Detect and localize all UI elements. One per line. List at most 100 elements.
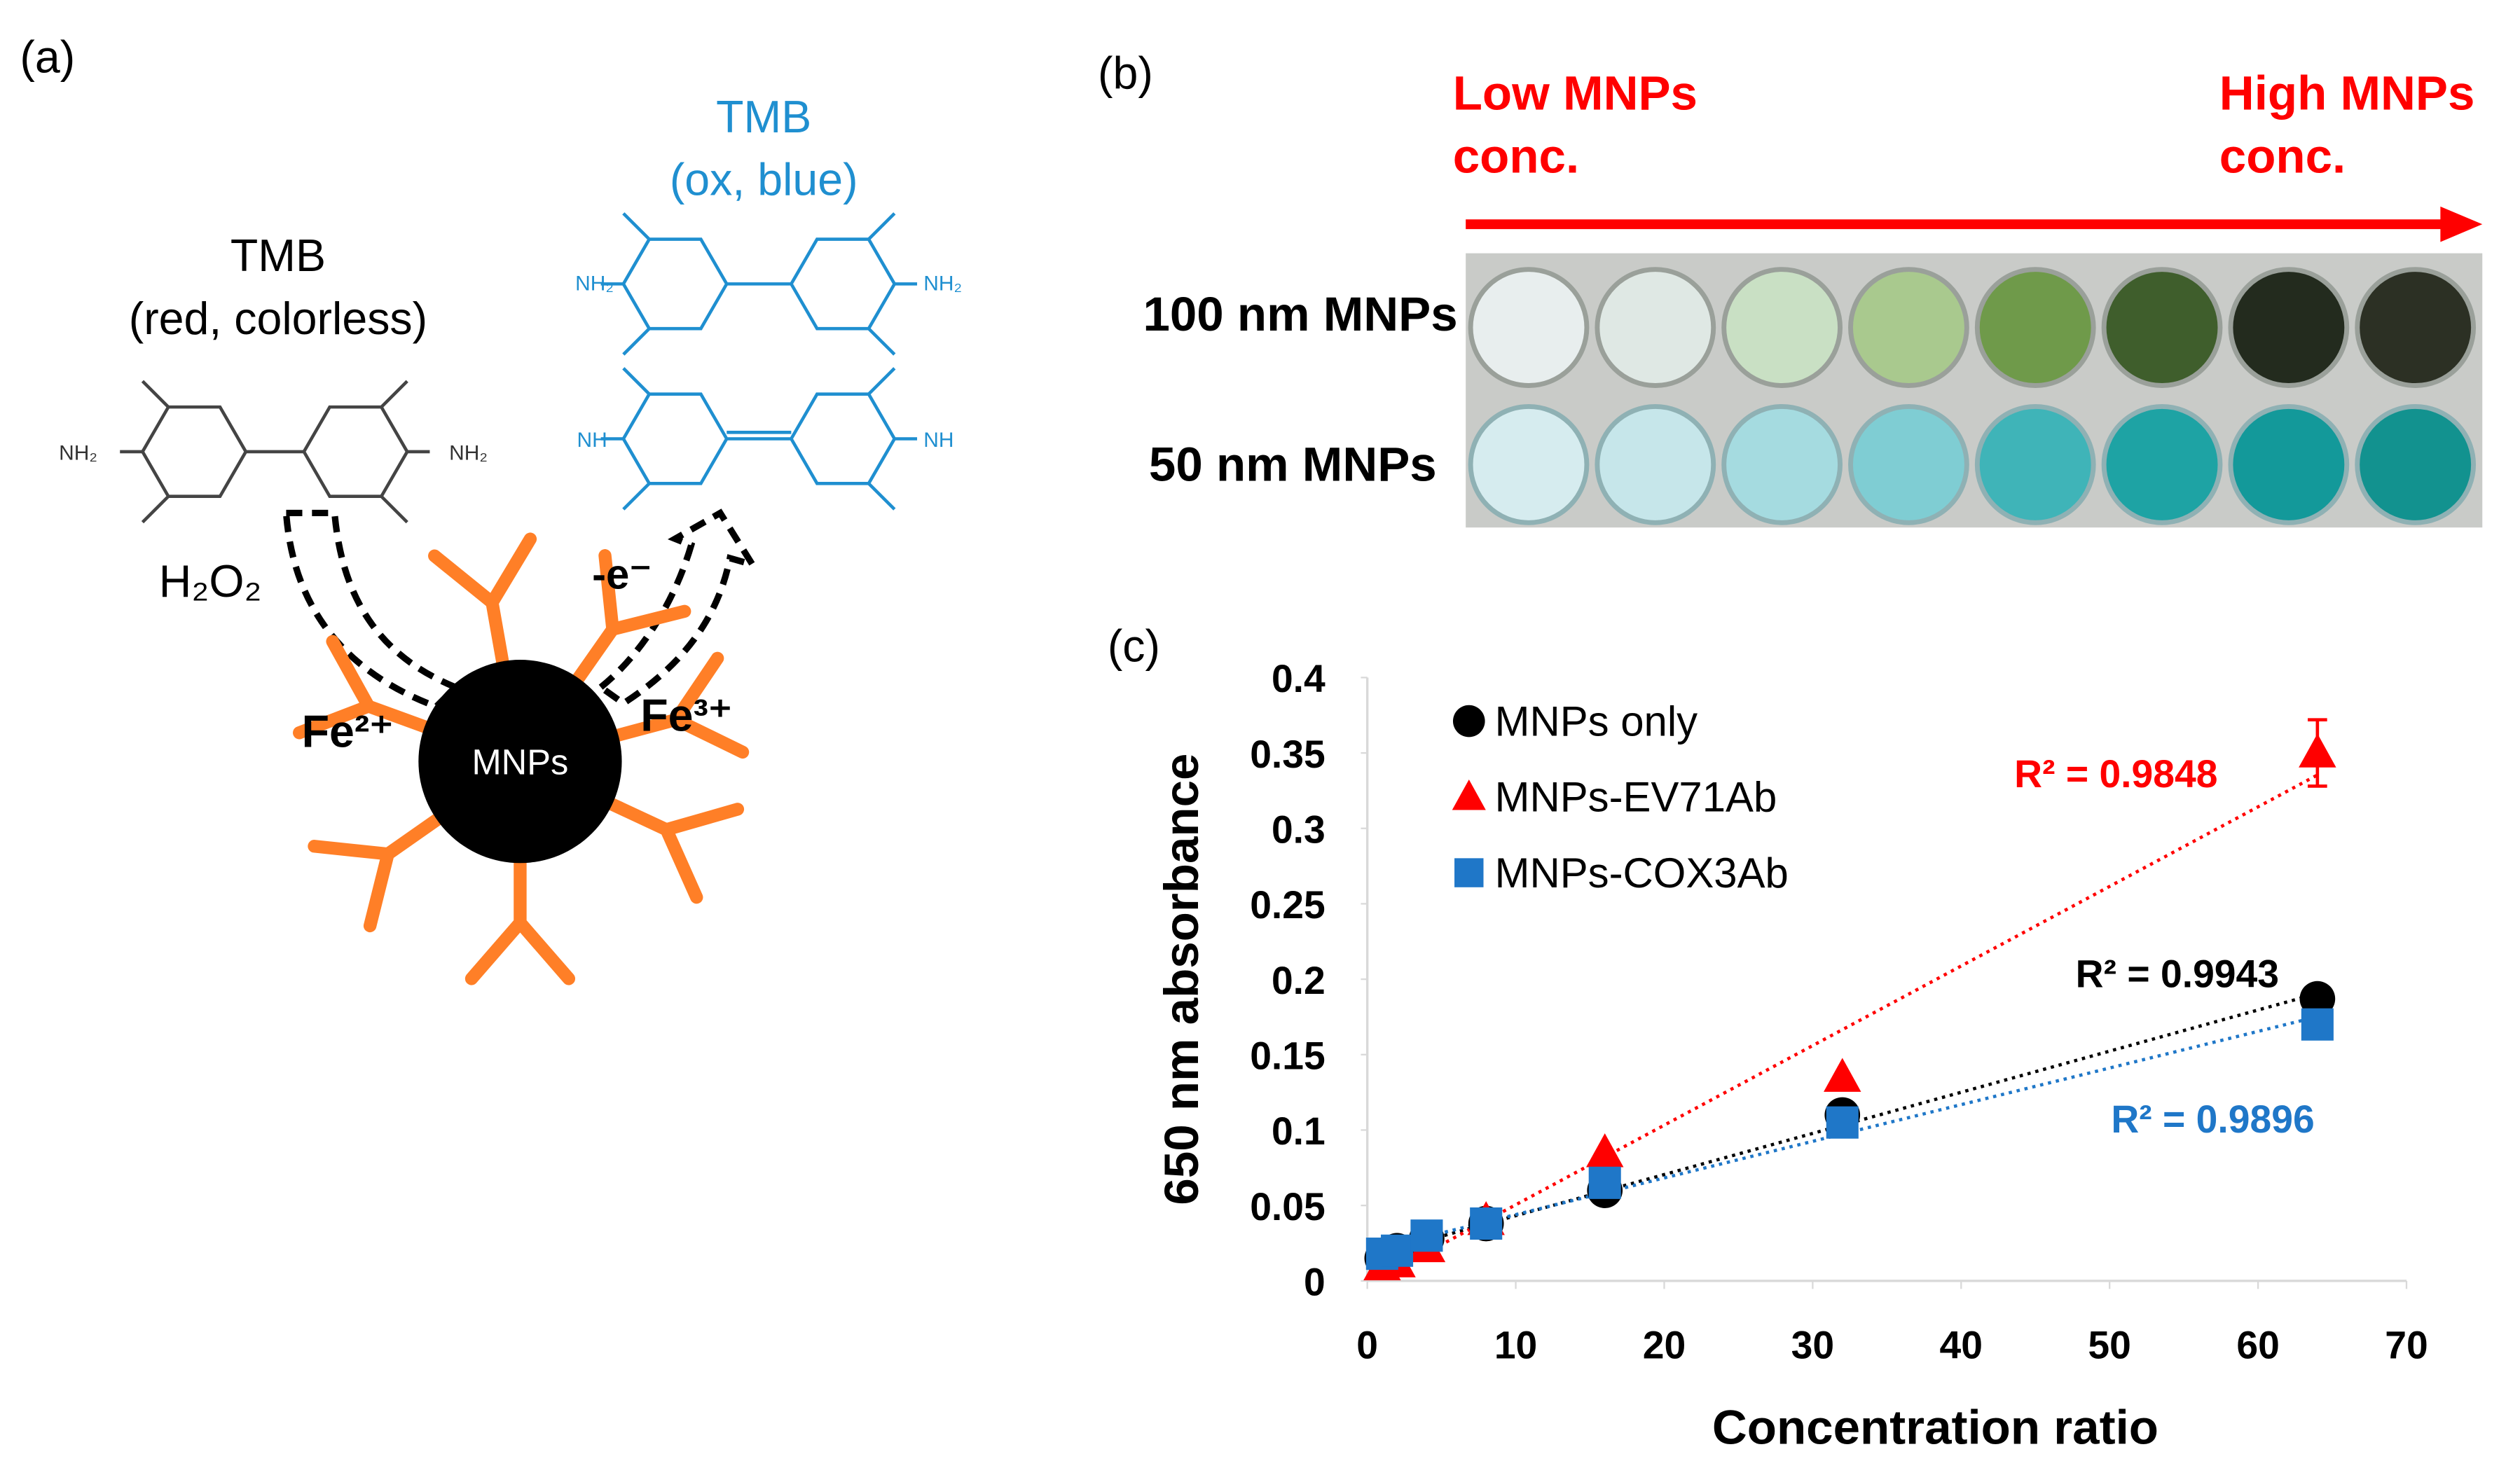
gradient-arrowhead [2440,206,2483,242]
nanoparticle [418,660,622,864]
benzene-inner [817,394,895,484]
compound-state: (ox, blue) [670,155,858,205]
antibody [293,635,436,740]
legend-marker [1452,705,1485,738]
x-tick-label: 50 [2088,1323,2130,1366]
electron-label: -e⁻ [592,551,652,598]
marker [2301,1008,2334,1041]
bond [141,380,170,408]
x-tick-label: 20 [1643,1323,1686,1366]
benzene-inner [817,240,895,329]
benzene-ring [140,405,248,499]
group-label: NH₂ [449,441,488,464]
marker [1410,1219,1443,1252]
well [1595,403,1716,525]
reaction-arrow [282,509,462,711]
y-tick-label: 0.25 [1250,883,1326,927]
panel-c: (c) 0 0.05 0.1 0.15 0.2 0.25 0.3 0.35 0.4 0 10 20 30… [1108,621,2428,1454]
marker [1826,1106,1859,1139]
reagent-label: H₂O₂ [159,556,262,607]
legend-label: MNPs only [1495,698,1698,745]
well [2355,267,2477,388]
bond [867,327,896,356]
x-tick-label: 70 [2385,1323,2428,1366]
gradient-label: conc. [2219,128,2346,183]
x-axis-label: Concentration ratio [1712,1399,2158,1454]
benzene-inner [168,407,246,497]
bond [867,367,896,396]
antibody [464,852,576,985]
well [1595,267,1716,388]
well [2355,403,2477,525]
wells [1468,267,2477,525]
panel-label: (c) [1108,621,1160,671]
r2-label: R² = 0.9943 [2076,953,2279,996]
marker [2299,733,2336,768]
well [2101,403,2223,525]
y-tick-label: 0.35 [1250,733,1326,776]
r2-label: R² = 0.9848 [2014,752,2217,796]
particle-label: MNPs [471,742,568,782]
antibody [601,796,745,904]
panel-b: (b) Low MNPs conc. High MNPs conc. 100 n… [1098,48,2483,528]
compound-name: TMB [230,230,326,281]
marker [1824,1058,1861,1092]
marker [1585,1133,1624,1168]
well [1848,267,1969,388]
well [2228,267,2350,388]
benzene-ring [621,392,729,485]
legend-label: MNPs-COX3Ab [1495,850,1789,896]
ion-label: Fe²⁺ [302,706,394,756]
y-tick-label: 0.1 [1272,1109,1326,1153]
benzene-inner [649,394,727,484]
panel-label: (a) [20,32,75,83]
y-tick-label: 0.4 [1272,657,1326,700]
group-label: NH₂ [59,441,97,464]
y-tick-label: 0.3 [1272,808,1326,851]
bond [622,212,651,241]
benzene-ring [789,237,897,331]
benzene-inner [330,407,408,497]
group-label: NH [923,429,953,452]
panel-a: (a) TMB (red, colorless) TMB (ox, blue) … [20,32,962,985]
compound-name: TMB [716,92,811,142]
well [1721,267,1843,388]
row-label: 50 nm MNPs [1149,436,1437,491]
ion-label: Fe³⁺ [640,690,732,740]
well [1721,403,1843,525]
x-tick-label: 0 [1356,1323,1378,1366]
marker [1588,1166,1621,1199]
x-tick-label: 40 [1940,1323,1983,1366]
x-tick-label: 10 [1494,1323,1537,1366]
x-tick-label: 30 [1791,1323,1834,1366]
bond [141,495,170,524]
antibody [569,549,691,689]
well [1974,403,2096,525]
gradient-label: High MNPs [2219,66,2475,120]
marker [1470,1207,1503,1240]
bond [622,482,651,511]
r2-label: R² = 0.9896 [2111,1097,2314,1141]
well [1468,267,1590,388]
bond [622,367,651,396]
gradient-label: Low MNPs [1453,66,1698,120]
antibody [428,532,537,673]
y-axis-label: 650 nm absorbance [1154,754,1209,1205]
antibody [308,810,448,933]
bond [867,212,896,241]
well [1974,267,2096,388]
well [2228,403,2350,525]
antibody [607,651,750,759]
y-tick-label: 0.2 [1272,959,1326,1002]
x-tick-label: 60 [2236,1323,2279,1366]
y-tick-label: 0.15 [1250,1034,1326,1078]
bond [380,380,408,408]
benzene-ring [302,405,409,499]
antibodies [293,532,750,985]
marker [2299,981,2336,1017]
benzene-ring [621,237,729,331]
legend-label: MNPs-EV71Ab [1495,774,1777,821]
benzene-inner [649,240,727,329]
legend-marker [1454,858,1484,887]
